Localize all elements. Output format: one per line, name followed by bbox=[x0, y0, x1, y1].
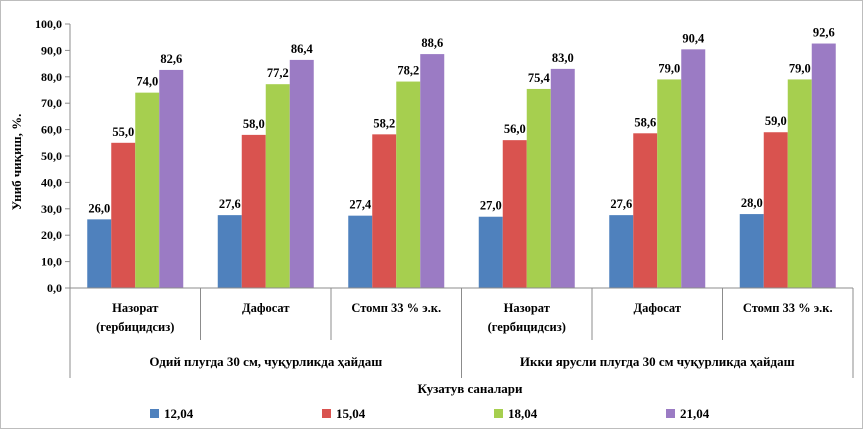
category-label: Назорат bbox=[504, 301, 550, 315]
data-label: 58,0 bbox=[243, 117, 265, 131]
bar bbox=[265, 84, 290, 288]
legend-swatch bbox=[494, 409, 503, 418]
x-axis-title: Кузатув саналари bbox=[417, 381, 523, 396]
legend-swatch bbox=[322, 409, 331, 418]
category-labels: Назорат (гербицидсиз) Дафосат Стомп 33 % э.… bbox=[96, 301, 833, 334]
category-label: (гербицидсиз) bbox=[96, 320, 174, 334]
category-label: (гербицидсиз) bbox=[488, 320, 566, 334]
y-tick-label: 0,0 bbox=[47, 281, 62, 295]
y-tick-label: 30,0 bbox=[41, 202, 62, 216]
legend: 12,04 15,04 18,04 21,04 bbox=[150, 406, 710, 421]
data-label: 75,4 bbox=[528, 71, 551, 85]
legend-swatch bbox=[666, 409, 675, 418]
data-label: 86,4 bbox=[291, 42, 314, 56]
data-label: 27,0 bbox=[480, 199, 502, 213]
data-label: 77,2 bbox=[267, 66, 289, 80]
bar bbox=[609, 215, 634, 288]
y-tick-label: 90,0 bbox=[41, 43, 62, 57]
bar bbox=[681, 49, 706, 289]
bar bbox=[811, 43, 836, 289]
category-label: Дафосат bbox=[242, 301, 290, 315]
y-tick-label: 50,0 bbox=[41, 149, 62, 163]
data-label: 59,0 bbox=[765, 114, 787, 128]
bar bbox=[526, 88, 551, 288]
data-label: 27,6 bbox=[610, 197, 632, 211]
y-tick-label: 60,0 bbox=[41, 123, 62, 137]
data-label: 90,4 bbox=[682, 31, 705, 45]
bar bbox=[396, 81, 421, 288]
data-label: 55,0 bbox=[112, 125, 134, 139]
bars bbox=[87, 43, 836, 289]
data-label: 92,6 bbox=[813, 26, 835, 40]
bar bbox=[550, 68, 575, 288]
bar bbox=[478, 216, 503, 288]
category-label: Стомп 33 % э.к. bbox=[351, 301, 441, 315]
data-label: 82,6 bbox=[160, 52, 182, 66]
bar bbox=[763, 132, 788, 288]
bar bbox=[135, 92, 160, 288]
y-tick-label: 10,0 bbox=[41, 255, 62, 269]
group-labels: Одий плугда 30 см, чуқурликда ҳайдаш Икки… bbox=[149, 354, 794, 369]
data-label: 79,0 bbox=[658, 61, 680, 75]
bar bbox=[348, 215, 373, 288]
bar bbox=[217, 215, 242, 288]
bar bbox=[372, 134, 397, 288]
data-label: 88,6 bbox=[421, 36, 443, 50]
data-label: 58,2 bbox=[373, 116, 395, 130]
y-tick-label: 40,0 bbox=[41, 175, 62, 189]
data-label: 27,6 bbox=[219, 197, 241, 211]
data-label: 78,2 bbox=[397, 64, 419, 78]
data-label: 74,0 bbox=[136, 75, 158, 89]
y-axis-title: Униб чиқиш, %. bbox=[9, 114, 24, 211]
data-label: 27,4 bbox=[349, 198, 372, 212]
bar bbox=[289, 59, 314, 289]
y-tick-label: 100,0 bbox=[35, 17, 62, 31]
bar bbox=[502, 140, 527, 288]
legend-label: 12,04 bbox=[164, 406, 194, 421]
bar bbox=[787, 79, 812, 288]
y-tick-label: 70,0 bbox=[41, 96, 62, 110]
legend-label: 21,04 bbox=[680, 406, 710, 421]
y-tick-label: 20,0 bbox=[41, 228, 62, 242]
bar bbox=[633, 133, 658, 288]
bar bbox=[87, 219, 112, 288]
group-label: Одий плугда 30 см, чуқурликда ҳайдаш bbox=[149, 354, 382, 369]
category-label: Дафосат bbox=[633, 301, 681, 315]
category-label: Назорат bbox=[112, 301, 158, 315]
data-label: 58,6 bbox=[634, 115, 656, 129]
y-tick-label: 80,0 bbox=[41, 70, 62, 84]
legend-swatch bbox=[150, 409, 159, 418]
bar bbox=[420, 54, 445, 288]
legend-label: 15,04 bbox=[336, 406, 366, 421]
group-label: Икки ярусли плугда 30 см чуқурликда ҳайд… bbox=[520, 354, 795, 369]
data-label: 56,0 bbox=[504, 122, 526, 136]
axes bbox=[69, 24, 854, 378]
category-label: Стомп 33 % э.к. bbox=[743, 301, 833, 315]
bar bbox=[739, 214, 764, 288]
data-label: 79,0 bbox=[789, 61, 811, 75]
bar bbox=[241, 134, 266, 288]
legend-label: 18,04 bbox=[508, 406, 538, 421]
bar bbox=[111, 142, 136, 288]
data-label: 26,0 bbox=[88, 201, 110, 215]
bar bbox=[657, 79, 682, 288]
y-axis-ticks: 0,0 10,0 20,0 30,0 40,0 50,0 60,0 70,0 80,0 90,0 1… bbox=[35, 17, 70, 295]
data-labels: 26,0 55,0 74,082,6 27,6 58,0 77,286,4 27,4 58,2… bbox=[88, 26, 834, 216]
bar bbox=[159, 69, 184, 288]
data-label: 28,0 bbox=[741, 196, 763, 210]
data-label: 83,0 bbox=[552, 51, 574, 65]
